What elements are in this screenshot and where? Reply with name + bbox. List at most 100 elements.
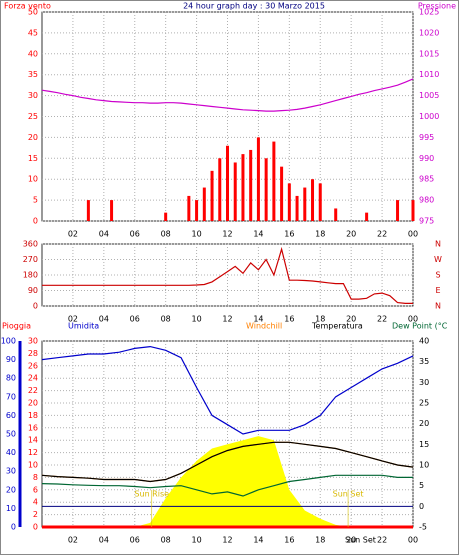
y-tick-label: 15 — [28, 154, 38, 163]
humidity-tick-label: 40 — [6, 448, 16, 457]
wind-bar — [295, 195, 299, 221]
y-tick-label: 40 — [28, 49, 38, 58]
y-tick-label: 20 — [28, 399, 38, 408]
y2-tick-label: 1010 — [419, 70, 439, 79]
wind-bar — [218, 158, 222, 221]
wind-bar — [195, 200, 199, 221]
y-tick-label: 12 — [28, 448, 38, 457]
humidity-tick-label: 30 — [6, 467, 16, 476]
x-tick-label: 02 — [68, 315, 78, 324]
x-tick-label: 16 — [284, 230, 294, 239]
y-tick-label: 8 — [33, 473, 38, 482]
humidity-tick-label: 20 — [6, 485, 16, 494]
direction-line — [42, 246, 413, 304]
x-tick-label: 18 — [315, 230, 325, 239]
x-tick-label: 10 — [191, 315, 201, 324]
wind-bar — [311, 179, 315, 221]
y2-tick-label: 990 — [419, 154, 434, 163]
y-tick-label: 35 — [28, 70, 38, 79]
y-tick-label: 180 — [23, 271, 38, 280]
compass-label: N — [435, 302, 441, 311]
y-tick-label: 45 — [28, 28, 38, 37]
humidity-tick-label: 50 — [6, 430, 16, 439]
wind-label: Forza vento — [4, 2, 51, 11]
y3-tick-label: 5 — [419, 481, 424, 490]
x-tick-label: 00 — [408, 315, 418, 324]
y-tick-label: 26 — [28, 361, 38, 370]
wind-bar — [272, 141, 276, 221]
humidity-tick-label: 90 — [6, 355, 16, 364]
x-tick-label: 06 — [130, 536, 140, 545]
y-tick-label: 28 — [28, 349, 38, 358]
x-tick-label: 12 — [222, 536, 232, 545]
wind-bar — [110, 200, 114, 221]
wind-bar — [241, 154, 245, 221]
solar-area — [42, 436, 413, 527]
wind-bar — [280, 166, 284, 221]
y2-tick-label: 1000 — [419, 112, 439, 121]
x-tick-label: 16 — [284, 315, 294, 324]
y-tick-label: 30 — [28, 91, 38, 100]
y-tick-label: 25 — [28, 112, 38, 121]
humidity-tick-label: 10 — [6, 504, 16, 513]
x-tick-label: 02 — [68, 536, 78, 545]
y-tick-label: 24 — [28, 374, 38, 383]
wind-bar — [226, 145, 229, 221]
x-tick-label: 16 — [284, 536, 294, 545]
series-line — [41, 474, 413, 497]
compass-label: N — [435, 240, 441, 249]
compass-label: S — [435, 271, 440, 280]
x-tick-label: 08 — [161, 230, 171, 239]
y-tick-label: 18 — [28, 411, 38, 420]
wind-bar — [187, 195, 191, 221]
y-tick-label: 6 — [33, 485, 38, 494]
humidity-label: Umidita — [68, 322, 99, 331]
y3-tick-label: 25 — [419, 399, 429, 408]
y-tick-label: 360 — [23, 240, 38, 249]
sun-annotation: Sun Set — [333, 490, 364, 499]
y-tick-label: 20 — [28, 133, 38, 142]
x-tick-label: 06 — [130, 315, 140, 324]
y2-tick-label: 985 — [419, 175, 434, 184]
chart-title: 24 hour graph day : 30 Marzo 2015 — [183, 2, 325, 11]
compass-label: E — [435, 286, 440, 295]
dewpoint-label: Dew Point (°C — [392, 322, 448, 331]
x-tick-label: 20 — [346, 315, 356, 324]
x-tick-label: 06 — [130, 230, 140, 239]
wind-bar — [287, 183, 291, 221]
compass-label: W — [434, 255, 442, 264]
y2-tick-label: 995 — [419, 133, 434, 142]
x-tick-label: 10 — [191, 230, 201, 239]
y-tick-label: 0 — [33, 302, 38, 311]
x-tick-label: 20 — [346, 536, 356, 545]
y-tick-label: 16 — [28, 423, 38, 432]
x-tick-label: 00 — [408, 536, 418, 545]
rain-label: Pioggia — [2, 322, 31, 331]
y2-tick-label: 980 — [419, 196, 434, 205]
pressure-line — [41, 78, 414, 112]
y-tick-label: 10 — [28, 461, 38, 470]
x-tick-label: 22 — [377, 536, 387, 545]
y2-tick-label: 975 — [419, 217, 434, 226]
wind-bar — [411, 200, 415, 221]
wind-bar — [86, 200, 90, 221]
x-tick-label: 02 — [68, 230, 78, 239]
x-tick-label: 22 — [377, 230, 387, 239]
y3-tick-label: 35 — [419, 357, 429, 366]
x-tick-label: 20 — [346, 230, 356, 239]
wind-bar — [303, 187, 307, 221]
y-tick-label: 50 — [28, 8, 38, 17]
y2-tick-label: 1015 — [419, 49, 439, 58]
wind-bar — [210, 170, 214, 221]
wind-bar — [264, 158, 268, 221]
y-tick-label: 90 — [28, 286, 38, 295]
wind-bar — [164, 212, 168, 221]
humidity-tick-label: 60 — [6, 411, 16, 420]
y3-tick-label: -5 — [419, 523, 427, 532]
x-tick-label: 12 — [222, 230, 232, 239]
y-tick-label: 10 — [28, 175, 38, 184]
y-tick-label: 5 — [33, 196, 38, 205]
series-line — [41, 345, 414, 435]
humidity-tick-label: 80 — [6, 374, 16, 383]
x-tick-label: 22 — [377, 315, 387, 324]
